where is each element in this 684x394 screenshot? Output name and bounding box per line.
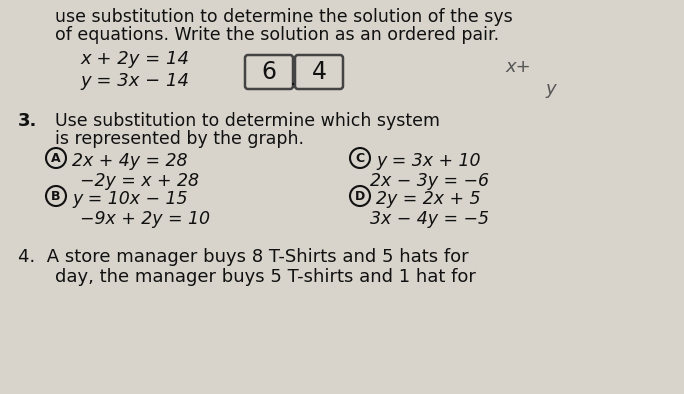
- Text: y = 3x − 14: y = 3x − 14: [80, 72, 189, 90]
- Text: day, the manager buys 5 T-shirts and 1 hat for: day, the manager buys 5 T-shirts and 1 h…: [55, 268, 476, 286]
- Text: 3x − 4y = −5: 3x − 4y = −5: [370, 210, 489, 228]
- Text: 2x + 4y = 28: 2x + 4y = 28: [72, 152, 187, 170]
- Text: D: D: [355, 190, 365, 203]
- Text: C: C: [356, 152, 365, 165]
- Text: A: A: [51, 152, 61, 165]
- Text: Use substitution to determine which system: Use substitution to determine which syst…: [55, 112, 440, 130]
- Text: of equations. Write the solution as an ordered pair.: of equations. Write the solution as an o…: [55, 26, 499, 44]
- Text: −2y = x + 28: −2y = x + 28: [80, 172, 199, 190]
- FancyBboxPatch shape: [295, 55, 343, 89]
- FancyBboxPatch shape: [245, 55, 293, 89]
- Text: x+: x+: [505, 58, 531, 76]
- Text: −9x + 2y = 10: −9x + 2y = 10: [80, 210, 210, 228]
- Text: 4.  A store manager buys 8 T-Shirts and 5 hats for: 4. A store manager buys 8 T-Shirts and 5…: [18, 248, 469, 266]
- Text: y: y: [545, 80, 555, 98]
- Text: x + 2y = 14: x + 2y = 14: [80, 50, 189, 68]
- Text: B: B: [51, 190, 61, 203]
- Text: .: .: [290, 69, 296, 89]
- Text: y = 3x + 10: y = 3x + 10: [376, 152, 480, 170]
- Text: use substitution to determine the solution of the sys: use substitution to determine the soluti…: [55, 8, 513, 26]
- Text: 2y = 2x + 5: 2y = 2x + 5: [376, 190, 480, 208]
- Text: 4: 4: [311, 60, 326, 84]
- Text: is represented by the graph.: is represented by the graph.: [55, 130, 304, 148]
- Text: y = 10x − 15: y = 10x − 15: [72, 190, 187, 208]
- Text: 3.: 3.: [18, 112, 38, 130]
- Text: 2x − 3y = −6: 2x − 3y = −6: [370, 172, 489, 190]
- Text: 6: 6: [261, 60, 276, 84]
